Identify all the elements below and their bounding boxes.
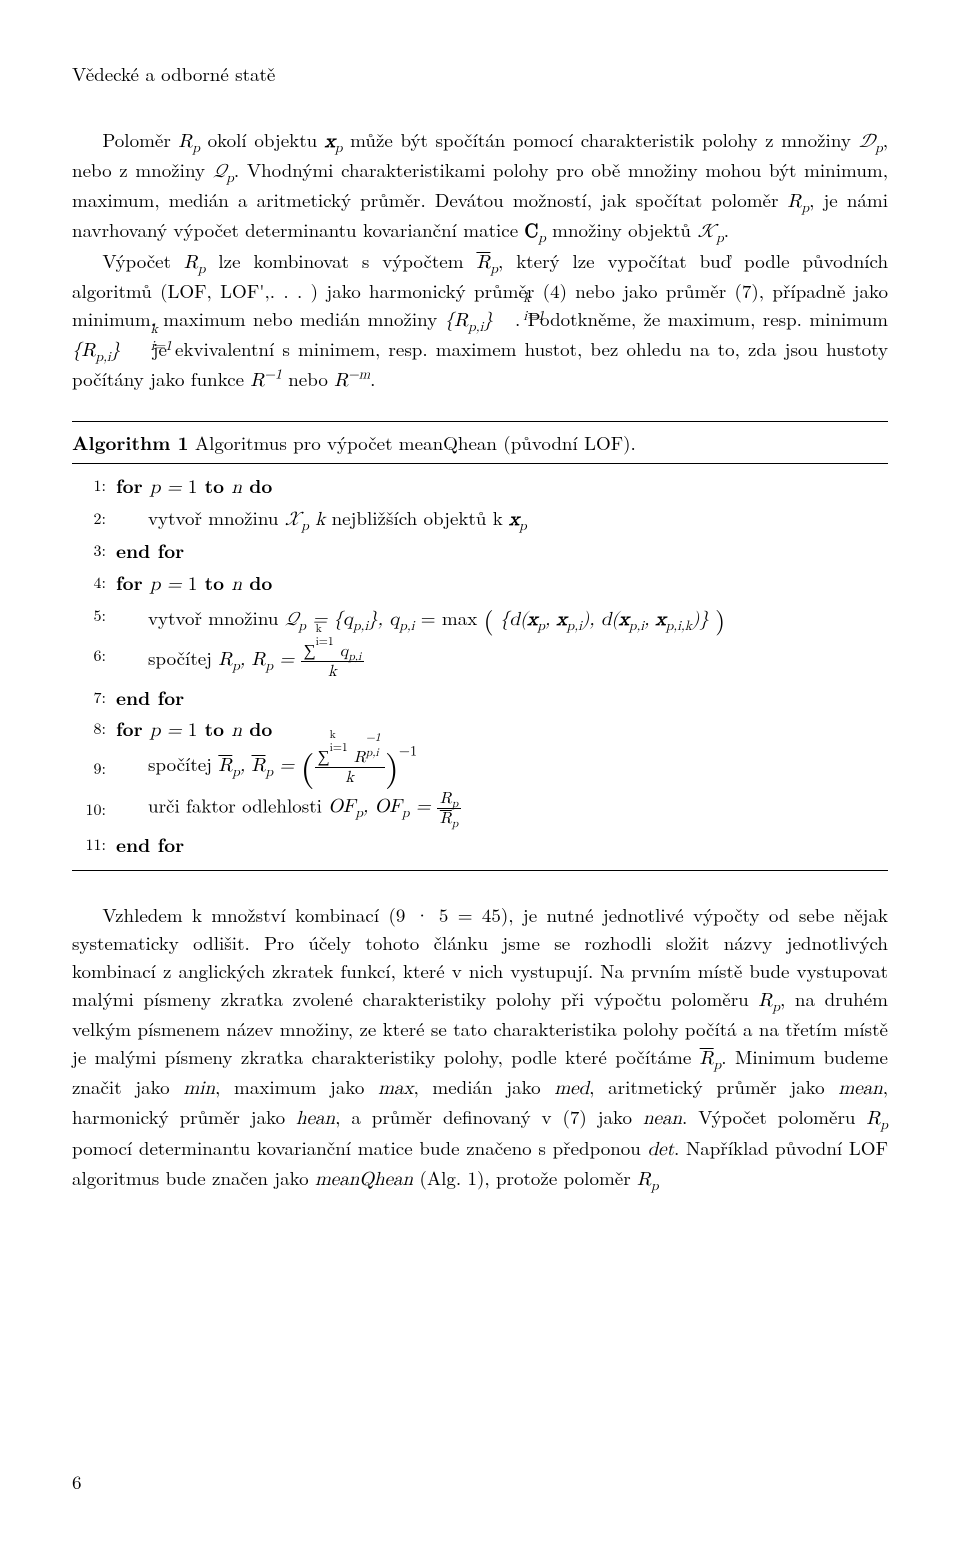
- algorithm-body: 1: for p = 1 to n do 2: vytvoř množinu 𝒳…: [72, 464, 888, 869]
- line-number: 7:: [72, 683, 116, 709]
- text: spočítej: [148, 644, 218, 671]
- kw-do: do: [242, 568, 272, 596]
- kw-do: do: [242, 471, 272, 499]
- text: , medián jako: [413, 1073, 554, 1100]
- text: , maximum jako: [215, 1073, 378, 1100]
- kw-to: to: [197, 714, 231, 742]
- label-med: med: [554, 1079, 589, 1098]
- algorithm-title: Algorithm 1 Algoritmus pro výpočet meanQ…: [72, 422, 888, 463]
- alg-line-11: 11: end for: [72, 829, 888, 860]
- alg-line-1: 1: for p = 1 to n do: [72, 470, 888, 503]
- line-number: 3:: [72, 536, 116, 562]
- alg-line-3: 3: end for: [72, 535, 888, 566]
- algorithm-label: Algorithm 1: [72, 428, 189, 456]
- kw-for: for: [116, 714, 150, 742]
- line-number: 6:: [72, 641, 116, 667]
- text: , aritmetický průměr jako: [589, 1073, 838, 1100]
- text: lze kombinovat s výpočtem: [206, 247, 477, 274]
- text: . Podotkněme, že maximum, resp. minimum: [515, 305, 888, 332]
- kw-endfor: end for: [116, 683, 184, 711]
- label-max: max: [378, 1079, 413, 1098]
- algorithm-caption: Algoritmus pro výpočet meanQhean (původn…: [189, 429, 636, 456]
- text: je ekvivalentní s minimem, resp. maximem…: [72, 335, 888, 392]
- alg-line-4: 4: for p = 1 to n do: [72, 567, 888, 600]
- text: spočítej: [148, 750, 218, 777]
- alg-line-9: 9: spočítej Rp, Rp = ( ∑ki=1 R−1p,i k )−…: [72, 746, 888, 788]
- kw-do: do: [242, 714, 272, 742]
- text: pomocí determinantu kovarianční matice b…: [72, 1134, 648, 1161]
- text: = max: [414, 604, 477, 631]
- kw-for: for: [116, 471, 150, 499]
- text: .: [370, 365, 375, 392]
- line-number: 5:: [72, 601, 116, 627]
- label-min: min: [183, 1079, 215, 1098]
- alg-line-5: 5: vytvoř množinu 𝒬p = {qp,i}, qp,i = ma…: [72, 600, 888, 640]
- line-number: 11:: [72, 830, 116, 856]
- text: nebo: [282, 365, 334, 392]
- kw-to: to: [197, 568, 231, 596]
- line-number: 2:: [72, 504, 116, 530]
- text: může být spočítán pomocí charakteristik …: [342, 126, 858, 153]
- alg-line-10: 10: urči faktor odlehlosti OFp, OFp = Rp…: [72, 788, 888, 829]
- kw-to: to: [197, 471, 231, 499]
- text: okolí objektu: [200, 126, 325, 153]
- text: vytvoř množinu: [148, 504, 285, 531]
- line-number: 8:: [72, 714, 116, 740]
- text: .: [724, 216, 729, 243]
- paragraph-3: Vzhledem k množství kombinací (9 · 5 = 4…: [72, 901, 888, 1194]
- algorithm-block: Algorithm 1 Algoritmus pro výpočet meanQ…: [72, 421, 888, 871]
- text: , a průměr definovaný v (7) jako: [335, 1103, 643, 1130]
- label-nean: nean: [643, 1109, 682, 1128]
- label-det: det: [648, 1140, 674, 1159]
- kw-endfor: end for: [116, 536, 184, 564]
- line-number: 4:: [72, 568, 116, 594]
- page-number: 6: [72, 1468, 82, 1496]
- text: vytvoř množinu: [148, 604, 285, 631]
- text: Poloměr: [102, 126, 178, 153]
- line-number: 9:: [72, 754, 116, 780]
- line-number: 1:: [72, 471, 116, 497]
- alg-line-6: 6: spočítej Rp, Rp = ∑ki=1 qp,i k: [72, 640, 888, 682]
- running-header: Vědecké a odborné statě: [72, 60, 888, 88]
- alg-line-7: 7: end for: [72, 682, 888, 713]
- text: . Výpočet poloměru: [682, 1103, 866, 1130]
- line-number: 10:: [72, 795, 116, 821]
- label-hean: hean: [296, 1109, 335, 1128]
- text: nejbližších objektů k: [325, 504, 509, 531]
- text: Výpočet: [102, 247, 184, 274]
- kw-endfor: end for: [116, 830, 184, 858]
- kw-for: for: [116, 568, 150, 596]
- text: (Alg. 1), protože poloměr: [413, 1164, 637, 1191]
- paragraph-2: Výpočet Rp lze kombinovat s výpočtem Rp,…: [72, 247, 888, 396]
- alg-line-8: 8: for p = 1 to n do: [72, 713, 888, 746]
- text: množiny objektů: [546, 216, 698, 243]
- text: urči faktor odlehlosti: [148, 791, 328, 818]
- alg-line-2: 2: vytvoř množinu 𝒳p k nejbližších objek…: [72, 503, 888, 535]
- label-meanqhean: meanQhean: [315, 1170, 413, 1189]
- paragraph-1: Poloměr Rp okolí objektu xp může být spo…: [72, 126, 888, 246]
- label-mean: mean: [838, 1079, 882, 1098]
